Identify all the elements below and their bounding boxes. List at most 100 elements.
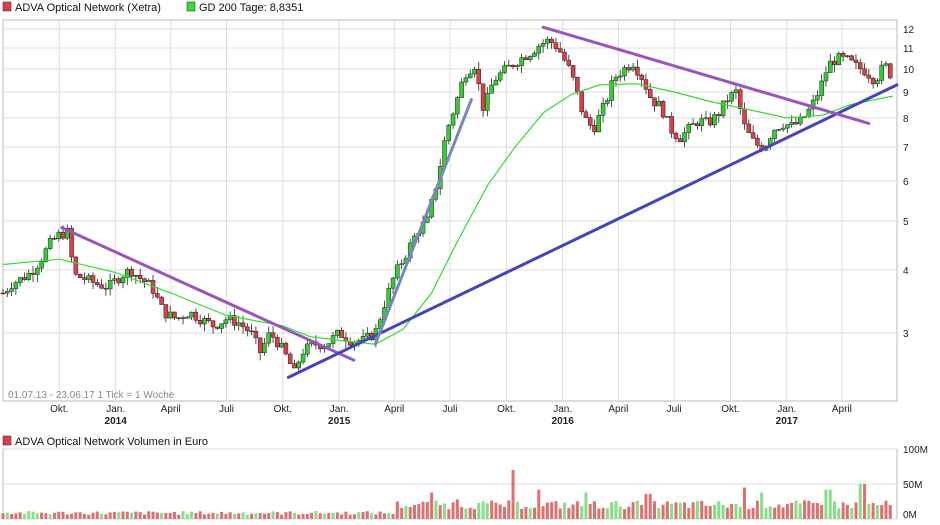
candle-body: [617, 75, 623, 78]
candle-body: [502, 65, 507, 74]
volume-bar: [588, 504, 592, 519]
candle-body: [828, 60, 833, 73]
volume-bar: [815, 503, 819, 519]
volume-bar: [511, 470, 515, 519]
volume-bar: [794, 500, 798, 519]
candle-body: [467, 73, 473, 79]
year-label: 2016: [552, 416, 575, 427]
grid: [3, 20, 897, 401]
y-tick-label: 10: [903, 65, 915, 76]
candle-body: [253, 330, 259, 339]
volume-bar: [314, 511, 318, 519]
volume-bar: [82, 514, 86, 519]
volume-bar: [262, 513, 266, 519]
candle-body: [163, 304, 169, 319]
volume-bar: [575, 501, 579, 519]
volume-bar: [117, 512, 121, 519]
volume-bar: [773, 507, 777, 519]
candle-body: [510, 64, 516, 68]
volume-bar: [1, 513, 5, 519]
volume-bar: [352, 514, 356, 519]
candle-body: [798, 116, 803, 125]
volume-bar: [760, 492, 764, 519]
candle-body: [262, 342, 267, 353]
candle-body: [695, 123, 700, 127]
volume-bar: [271, 511, 275, 519]
volume-bar: [593, 501, 597, 519]
candle-body: [137, 275, 143, 280]
volume-bar: [172, 512, 176, 519]
volume-bar: [665, 501, 669, 519]
volume-bar: [618, 506, 622, 519]
volume-bar: [280, 514, 284, 519]
candle-body: [232, 315, 237, 326]
volume-bar: [44, 513, 48, 519]
candle-body: [579, 91, 584, 113]
candle-body: [257, 337, 263, 353]
volume-bar: [215, 513, 219, 519]
volume-bar: [100, 513, 104, 519]
candle-body: [883, 63, 889, 66]
ma-legend-swatch: [186, 1, 196, 12]
candle-body: [47, 237, 53, 249]
candle-body: [785, 124, 790, 129]
y-tick-label: 8: [903, 114, 909, 125]
volume-bar: [284, 512, 288, 519]
volume-bars: [1, 470, 892, 519]
candle-body: [30, 272, 36, 275]
candle-body: [519, 57, 524, 66]
volume-bar: [22, 513, 26, 519]
x-tick-label: Juli: [442, 404, 457, 415]
volume-bar: [344, 511, 348, 519]
trendline: [286, 83, 899, 379]
volume-bar: [464, 508, 468, 519]
candle-body: [613, 76, 619, 81]
volume-bar: [507, 500, 511, 519]
candle-body: [793, 122, 799, 125]
volume-bar: [164, 512, 168, 519]
volume-bar: [515, 501, 519, 519]
candle-body: [82, 277, 87, 280]
volume-bar: [563, 502, 567, 519]
volume-bar: [884, 500, 888, 519]
volume-bar: [580, 505, 584, 519]
candle-body: [215, 326, 220, 329]
candle-body: [536, 45, 542, 54]
ma200-line: [2, 83, 893, 345]
volume-bar: [412, 504, 416, 519]
volume-bar: [601, 507, 605, 519]
volume-bar: [254, 513, 258, 519]
candle-body: [690, 123, 696, 125]
candle-body: [270, 332, 276, 338]
candle-body: [806, 108, 812, 117]
candle-body: [527, 56, 533, 61]
volume-bar: [374, 514, 378, 519]
candle-body: [750, 132, 756, 139]
volume-bar: [185, 514, 189, 519]
candle-body: [725, 100, 730, 103]
volume-bar: [554, 501, 558, 519]
volume-bar: [18, 512, 22, 519]
volume-bar: [790, 502, 794, 519]
volume-bar: [528, 508, 532, 519]
range-text: 01.07.13 - 23.06.17 1 Tick = 1 Woche: [8, 390, 175, 401]
volume-bar: [841, 502, 845, 519]
candle-body: [669, 116, 674, 134]
legend: ADVA Optical Network (Xetra) GD 200 Tage…: [2, 1, 303, 14]
volume-bar: [871, 502, 875, 519]
volume-tick-label: 0M: [903, 510, 917, 521]
candle-body: [287, 353, 293, 364]
volume-bar: [275, 512, 279, 519]
volume-bar: [138, 512, 142, 519]
volume-bar: [803, 500, 807, 519]
volume-bar: [14, 513, 18, 519]
candle-body: [459, 81, 464, 98]
volume-bar: [95, 511, 99, 519]
candle-body: [605, 100, 610, 104]
candle-body: [146, 280, 151, 283]
volume-bar: [824, 489, 828, 519]
candle-body: [116, 278, 121, 284]
candle-body: [712, 114, 717, 126]
volume-bar: [322, 513, 326, 519]
